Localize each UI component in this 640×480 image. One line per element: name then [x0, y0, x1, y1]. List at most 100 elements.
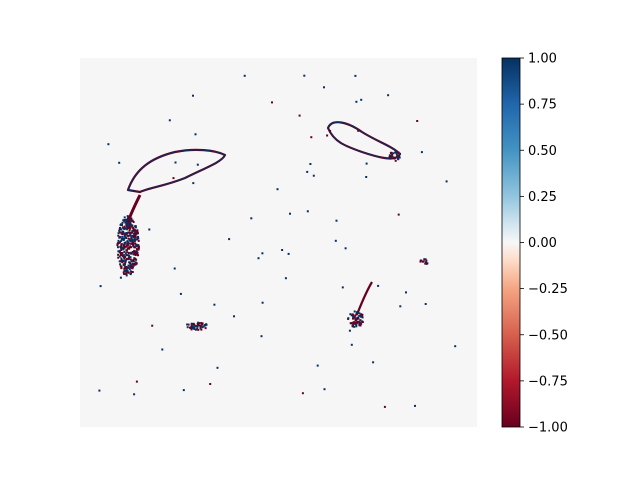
heatmap-cell [356, 317, 359, 319]
heatmap-cell [361, 321, 364, 323]
heatmap-cell [127, 237, 130, 240]
heatmap-speckle [161, 348, 164, 351]
heatmap-cell [128, 255, 131, 258]
heatmap-cell [205, 323, 208, 326]
heatmap-cell [133, 234, 136, 237]
heatmap-cell [199, 325, 202, 328]
heatmap-speckle [196, 163, 199, 166]
heatmap-cell [360, 322, 363, 325]
heatmap-cell [354, 314, 357, 317]
heatmap-cell [134, 258, 137, 261]
heatmap-cell [199, 327, 202, 330]
heatmap-cell [129, 263, 132, 266]
heatmap-cell [123, 220, 126, 223]
heatmap-cell [353, 310, 356, 313]
heatmap-cell [124, 227, 127, 230]
heatmap-cell [135, 262, 138, 265]
heatmap-speckle [365, 176, 368, 178]
heatmap-cell [125, 220, 128, 223]
heatmap-speckle [420, 151, 423, 154]
heatmap-speckle [454, 345, 457, 348]
heatmap-cell [131, 230, 134, 232]
heatmap-cell [398, 156, 401, 159]
heatmap-cell [137, 235, 139, 238]
heatmap-speckle [107, 143, 110, 146]
heatmap-cell [132, 229, 135, 232]
heatmap-clusters [116, 121, 429, 331]
heatmap-cell [133, 232, 136, 235]
heatmap-cell [358, 322, 361, 325]
heatmap-cell [200, 324, 203, 327]
heatmap-cell [198, 322, 201, 325]
heatmap-cell [126, 244, 129, 247]
heatmap-cell [355, 321, 358, 324]
heatmap-cell [134, 251, 137, 254]
heatmap-cell [123, 242, 126, 245]
heatmap-cell [128, 225, 131, 228]
heatmap-cell [123, 260, 126, 263]
heatmap-cell [198, 324, 200, 327]
heatmap-cell [355, 323, 358, 326]
heatmap-cell [196, 322, 199, 325]
heatmap-speckle [209, 383, 212, 385]
heatmap-cell [120, 223, 123, 226]
heatmap-cell [129, 227, 132, 230]
heatmap-cell [130, 264, 133, 267]
colorbar-tick-label: −0.50 [528, 328, 568, 343]
heatmap-speckle [228, 238, 231, 241]
heatmap-cell [120, 249, 123, 251]
heatmap-cell [353, 321, 356, 324]
heatmap-cell [123, 216, 126, 219]
heatmap-cell [136, 230, 139, 233]
heatmap-cell [352, 315, 355, 318]
heatmap-cell [126, 225, 129, 227]
heatmap-cell [394, 159, 397, 162]
heatmap-speckle [323, 86, 325, 89]
heatmap-cell [397, 154, 400, 157]
heatmap-speckle [173, 267, 176, 270]
cluster-right-tail [388, 151, 401, 162]
heatmap-speckle [445, 180, 448, 183]
heatmap-cell [123, 272, 126, 275]
heatmap-cell [121, 235, 124, 238]
colorbar-tick-label: 0.75 [528, 98, 557, 113]
heatmap-cell [358, 314, 361, 317]
colorbar: 1.00 0.75 0.50 0.25 0.00 −0.25 −0.50 −0.75 −1.00 [501, 52, 568, 436]
heatmap-speckle [192, 182, 195, 185]
heatmap-speckle [414, 404, 416, 407]
heatmap-cell [193, 328, 196, 330]
heatmap-cell [126, 242, 129, 245]
heatmap-cell [360, 314, 363, 316]
heatmap-speckle [355, 100, 358, 103]
heatmap-cell [204, 327, 207, 330]
heatmap-cell [123, 234, 126, 237]
heatmap-cell [129, 258, 132, 261]
heatmap-cell [355, 311, 358, 314]
heatmap-cell [189, 326, 192, 329]
heatmap-speckle [281, 249, 284, 251]
heatmap-cell [388, 155, 391, 158]
heatmap-speckle [372, 361, 375, 364]
heatmap-cell [391, 153, 394, 156]
heatmap-speckle [119, 276, 122, 279]
heatmap-cell [122, 271, 125, 274]
heatmap-cell [129, 266, 132, 268]
heatmap-cell [125, 270, 128, 273]
heatmap-cell [394, 151, 397, 154]
heatmap-cell [122, 238, 125, 240]
heatmap-cell [136, 238, 139, 241]
heatmap-cell [120, 239, 123, 242]
heatmap-cell [136, 253, 139, 256]
heatmap-cell [125, 218, 127, 221]
colorbar-tick-label: −1.00 [528, 421, 568, 436]
heatmap-cell [391, 155, 394, 158]
heatmap-cell [119, 231, 122, 234]
heatmap-cell [419, 259, 422, 262]
heatmap-speckle [133, 393, 136, 396]
heatmap-cell [359, 319, 362, 322]
heatmap-cell [127, 234, 130, 237]
heatmap-cell [353, 316, 356, 319]
heatmap-speckle [287, 252, 290, 255]
heatmap-cell [398, 152, 401, 155]
heatmap-cell [422, 260, 425, 263]
